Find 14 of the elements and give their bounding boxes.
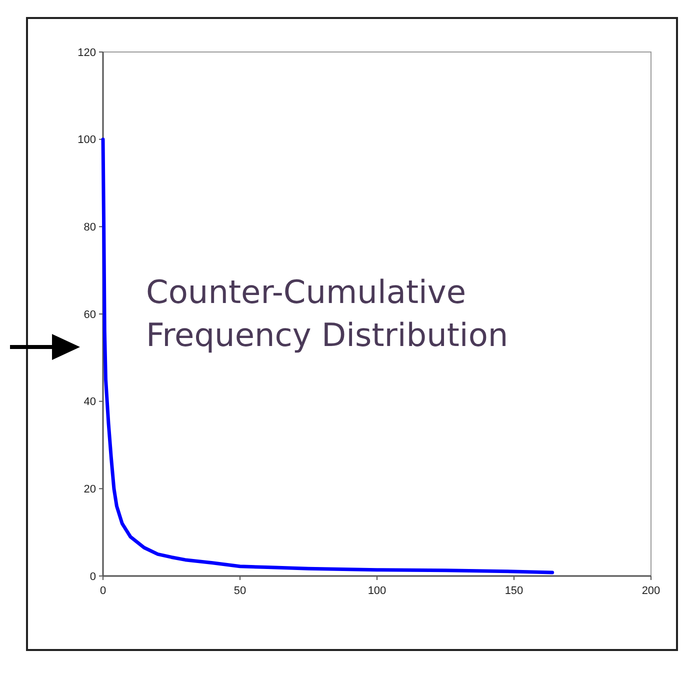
x-tick-label: 0 [100, 585, 106, 597]
y-tick-label: 60 [84, 308, 96, 321]
line-series [101, 138, 554, 574]
y-tick-label: 40 [84, 396, 96, 408]
x-tick-label: 100 [368, 585, 386, 597]
x-tick-label: 200 [642, 585, 660, 597]
y-tick-label: 0 [90, 570, 96, 583]
annotation: Counter-Cumulative Frequency Distribution [146, 273, 508, 354]
y-tick-label: 100 [78, 134, 96, 146]
x-tick-label: 50 [234, 585, 246, 597]
y-tick-label: 120 [78, 46, 96, 59]
x-tick-label: 150 [504, 585, 524, 597]
y-tick-label: 80 [84, 222, 96, 234]
y-tick-label: 20 [84, 484, 96, 496]
